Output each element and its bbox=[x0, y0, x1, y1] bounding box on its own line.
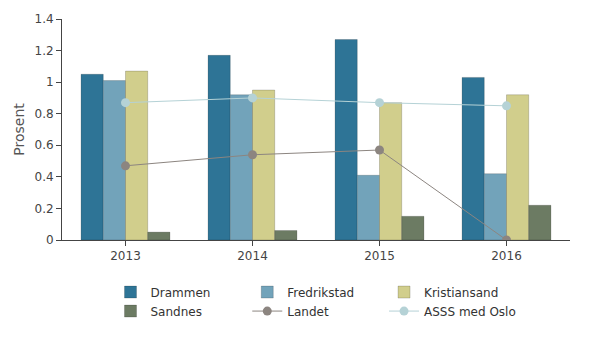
svg-text:2013: 2013 bbox=[110, 249, 141, 263]
svg-text:0.4: 0.4 bbox=[35, 170, 54, 184]
svg-text:Sandnes: Sandnes bbox=[151, 305, 202, 319]
svg-text:0.8: 0.8 bbox=[35, 107, 54, 121]
svg-text:1.4: 1.4 bbox=[35, 12, 54, 26]
svg-text:Kristiansand: Kristiansand bbox=[424, 286, 498, 300]
svg-text:2015: 2015 bbox=[364, 249, 395, 263]
svg-text:2016: 2016 bbox=[491, 249, 522, 263]
svg-text:0.2: 0.2 bbox=[35, 202, 54, 216]
svg-text:0.6: 0.6 bbox=[35, 138, 54, 152]
svg-text:ASSS med Oslo: ASSS med Oslo bbox=[424, 305, 516, 319]
svg-text:0: 0 bbox=[46, 233, 54, 247]
svg-text:1: 1 bbox=[46, 75, 54, 89]
svg-text:Prosent: Prosent bbox=[11, 103, 27, 156]
svg-text:Fredrikstad: Fredrikstad bbox=[287, 286, 354, 300]
svg-text:2014: 2014 bbox=[237, 249, 268, 263]
svg-text:Drammen: Drammen bbox=[151, 286, 211, 300]
svg-text:1.2: 1.2 bbox=[35, 44, 54, 58]
svg-text:Landet: Landet bbox=[287, 305, 329, 319]
